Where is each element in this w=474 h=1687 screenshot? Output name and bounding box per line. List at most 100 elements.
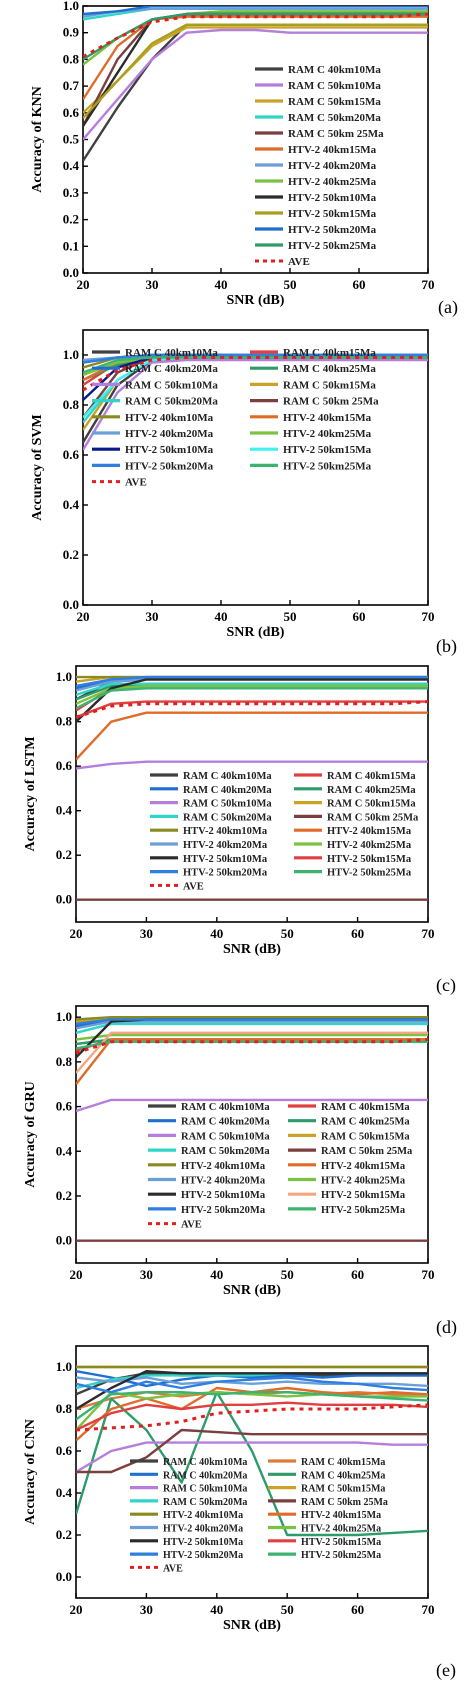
y-tick-label: 0.6 (56, 1099, 73, 1114)
legend-entry: RAM C 50km15Ma (321, 1131, 410, 1142)
y-tick-label: 0.0 (63, 265, 79, 280)
series-line (76, 1018, 428, 1026)
y-tick-label: 0.8 (56, 714, 73, 729)
legend-entry: RAM C 50km 25Ma (301, 1497, 388, 1508)
legend-entry: RAM C 40km25Ma (301, 1470, 385, 1481)
y-tick-label: 0.4 (56, 803, 73, 818)
legend-entry: RAM C 40km10Ma (181, 1102, 270, 1113)
legend-entry: HTV-2 40km10Ma (163, 1510, 243, 1521)
series-line (76, 1020, 428, 1030)
y-tick-label: 0.6 (63, 105, 80, 120)
legend-entry: HTV-2 50km15Ma (321, 1190, 406, 1201)
y-tick-label: 0.2 (56, 847, 72, 862)
legend-entry: RAM C 50km10Ma (181, 1131, 270, 1142)
series-line (83, 23, 428, 119)
x-tick-label: 20 (77, 277, 90, 292)
series-line (76, 1040, 428, 1050)
legend-entry: HTV-2 40km25Ma (301, 1524, 381, 1535)
y-tick-label: 0.4 (63, 158, 80, 173)
panel-label: (b) (436, 636, 457, 657)
legend-entry: RAM C 50km15Ma (327, 799, 416, 810)
x-tick-label: 30 (146, 609, 159, 624)
svm-accuracy-chart: 20 30 40 50 60 70 0.0 0.2 0.4 0.6 0.8 1.0 SNR (dB) Ac… (30, 329, 457, 657)
legend-entry: HTV-2 40km20Ma (183, 840, 268, 851)
y-tick-label: 0.2 (63, 547, 79, 562)
legend-entry: HTV-2 50km15Ma (283, 444, 372, 456)
x-tick-label: 70 (422, 1267, 435, 1282)
series-line (83, 353, 428, 364)
legend-entry: RAM C 50km20Ma (125, 396, 218, 408)
legend-entry: HTV-2 50km10Ma (288, 192, 377, 204)
x-tick-label: 60 (351, 926, 364, 941)
series-line (76, 1391, 428, 1537)
y-tick-label: 0.0 (56, 1233, 72, 1248)
y-tick-label: 0.0 (56, 892, 72, 907)
x-axis-label: SNR (dB) (227, 293, 285, 308)
x-tick-label: 70 (422, 609, 435, 624)
legend: RAM C 40km10Ma RAM C 50km10Ma RAM C 50km15… (255, 64, 384, 268)
y-axis-label: Accuracy of KNN (30, 86, 45, 193)
x-axis-label: SNR (dB) (227, 625, 285, 640)
series-line (76, 760, 428, 770)
legend-entry: RAM C 50km10Ma (163, 1484, 247, 1495)
legend-entry: RAM C 40km25Ma (283, 363, 376, 375)
legend-entry: RAM C 40km15Ma (327, 771, 416, 782)
plot-frame (75, 665, 429, 923)
series-line (76, 1038, 428, 1085)
y-tick-label: 0.8 (56, 1054, 73, 1069)
x-tick-label: 70 (422, 926, 435, 941)
legend-entry: RAM C 40km10Ma (183, 771, 272, 782)
x-axis-label: SNR (dB) (223, 1618, 281, 1633)
y-tick-label: 0.2 (56, 1188, 72, 1203)
lstm-accuracy-chart: 20 30 40 50 60 70 0.0 0.2 0.4 0.6 0.8 1.0 SNR (dB) Ac… (23, 665, 456, 996)
series-group (83, 6, 428, 162)
legend-entry: RAM C 50km10Ma (288, 80, 381, 92)
legend-entry: RAM C 50km10Ma (125, 379, 218, 391)
series-line (83, 356, 428, 374)
legend-entry: HTV-2 40km20Ma (181, 1176, 266, 1187)
legend-entry: HTV-2 40km25Ma (288, 176, 377, 188)
legend-entry: RAM C 50km 25Ma (321, 1146, 413, 1157)
y-tick-label: 1.0 (63, 0, 79, 13)
legend-entry: HTV-2 50km25Ma (283, 460, 372, 472)
panel-label: (e) (436, 1660, 456, 1681)
legend-entry: RAM C 40km20Ma (125, 363, 218, 375)
series-line (76, 711, 428, 761)
y-tick-label: 1.0 (56, 1009, 72, 1024)
y-axis-label: Accuracy of LSTM (23, 736, 38, 851)
legend-entry: HTV-2 40km15Ma (288, 144, 377, 156)
x-tick-label: 20 (70, 926, 83, 941)
legend-entry: HTV-2 40km15Ma (301, 1510, 381, 1521)
legend-entry: HTV-2 50km20Ma (181, 1205, 266, 1216)
series-line (83, 26, 428, 114)
y-tick-label: 0.8 (56, 1401, 73, 1416)
series-line (76, 684, 428, 705)
x-tick-label: 50 (281, 1602, 294, 1617)
legend-entry: RAM C 40km15Ma (321, 1102, 410, 1113)
gru-accuracy-chart: 20 30 40 50 60 70 0.0 0.2 0.4 0.6 0.8 1.0 SNR (dB) Ac… (23, 1005, 457, 1338)
x-axis-label: SNR (dB) (223, 1283, 281, 1298)
series-line (76, 1031, 428, 1074)
legend-entry: HTV-2 50km25Ma (327, 868, 412, 879)
x-tick-label: 40 (210, 1602, 223, 1617)
x-tick-label: 20 (70, 1267, 83, 1282)
legend-entry: RAM C 50km20Ma (181, 1146, 270, 1157)
cnn-accuracy-chart: 20 30 40 50 60 70 0.0 0.2 0.4 0.6 0.8 1.0 SNR (dB) Ac… (23, 1345, 456, 1681)
y-axis-label: Accuracy of GRU (23, 1081, 38, 1188)
x-tick-label: 30 (140, 1267, 153, 1282)
legend-entry: AVE (163, 1563, 183, 1574)
series-line (83, 12, 428, 61)
series-line (76, 700, 428, 719)
legend-entry: RAM C 40km10Ma (125, 347, 218, 359)
series-line (76, 1033, 428, 1041)
legend-entry: RAM C 50km 25Ma (288, 128, 384, 140)
series-line (83, 6, 428, 16)
x-tick-label: 40 (210, 1267, 223, 1282)
legend-entry: RAM C 40km20Ma (163, 1470, 247, 1481)
y-axis-label: Accuracy of SVM (30, 414, 45, 521)
legend-entry: RAM C 50km15Ma (301, 1484, 385, 1495)
legend-entry: HTV-2 40km15Ma (321, 1161, 406, 1172)
legend-entry: RAM C 50km15Ma (288, 96, 381, 108)
x-tick-label: 60 (351, 1602, 364, 1617)
legend-entry: HTV-2 50km20Ma (288, 224, 377, 236)
